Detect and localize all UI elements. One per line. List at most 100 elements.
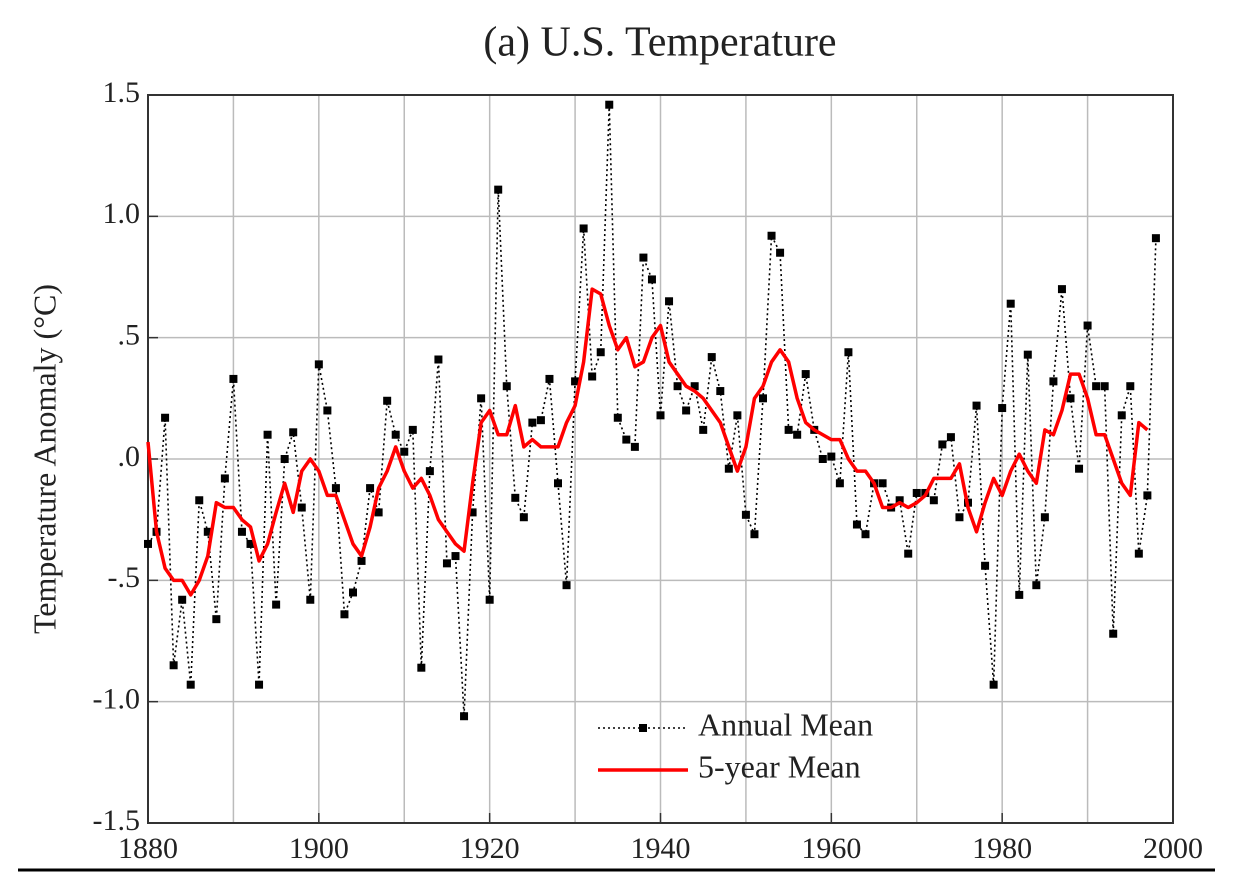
data-point <box>144 539 152 548</box>
data-point <box>366 484 375 493</box>
data-point <box>460 712 469 721</box>
legend-label: 5-year Mean <box>698 748 861 784</box>
data-point <box>203 527 212 536</box>
data-point <box>724 464 733 473</box>
data-point <box>1143 491 1152 500</box>
data-point <box>989 680 998 689</box>
x-tick-label: 1900 <box>289 832 349 865</box>
data-point <box>818 455 827 463</box>
data-point <box>212 615 221 624</box>
data-point <box>417 663 426 672</box>
data-point <box>716 387 725 396</box>
x-tick-label: 1880 <box>118 832 178 865</box>
data-point <box>759 394 767 403</box>
data-point <box>545 374 554 383</box>
data-point <box>793 430 802 439</box>
data-point <box>536 416 545 425</box>
data-point <box>784 425 793 434</box>
data-point <box>502 382 511 391</box>
data-point <box>1151 234 1160 243</box>
data-point <box>929 496 938 505</box>
data-point <box>519 513 528 522</box>
data-point <box>912 488 921 497</box>
data-point <box>690 382 699 391</box>
data-point <box>562 581 571 590</box>
data-point <box>323 406 332 415</box>
data-point <box>340 610 349 619</box>
y-tick-label: 1.0 <box>103 197 141 230</box>
data-point <box>639 253 648 262</box>
data-point <box>374 508 383 517</box>
y-tick-label: -1.0 <box>93 683 141 716</box>
data-point <box>1040 513 1049 522</box>
data-point <box>511 493 520 502</box>
data-point <box>289 428 298 437</box>
y-tick-label: -1.5 <box>93 804 141 837</box>
data-point <box>904 549 913 558</box>
data-point <box>1109 629 1118 638</box>
data-point <box>707 353 716 362</box>
data-point <box>477 394 486 403</box>
data-point <box>776 248 785 257</box>
data-point <box>1092 382 1101 391</box>
data-point <box>349 588 357 597</box>
data-point <box>588 372 597 381</box>
data-point <box>1100 382 1109 391</box>
data-point <box>1006 299 1015 308</box>
data-point <box>178 595 187 604</box>
x-tick-label: 2000 <box>1143 832 1203 865</box>
data-point <box>981 561 990 570</box>
data-point <box>647 275 656 284</box>
data-point <box>186 680 195 689</box>
data-point <box>1032 581 1041 590</box>
data-point <box>263 430 272 439</box>
data-point <box>852 520 861 529</box>
data-point <box>169 661 178 670</box>
data-point <box>1083 321 1092 330</box>
data-point <box>955 513 964 522</box>
data-point <box>425 467 434 476</box>
data-point <box>554 479 562 488</box>
data-point <box>665 297 674 306</box>
data-point <box>767 231 776 240</box>
x-tick-label: 1980 <box>972 832 1032 865</box>
data-point <box>400 447 409 456</box>
data-point <box>297 503 306 512</box>
data-point <box>613 413 622 422</box>
y-tick-label: .0 <box>118 440 141 473</box>
data-point <box>442 559 451 568</box>
data-point <box>391 430 400 439</box>
data-point <box>972 401 981 410</box>
data-point <box>1117 411 1126 420</box>
data-point <box>861 530 870 539</box>
data-point <box>579 224 588 233</box>
data-point <box>750 530 759 539</box>
data-point <box>383 396 392 405</box>
data-point <box>1134 549 1143 558</box>
y-axis-label: Temperature Anomaly (°C) <box>26 284 62 634</box>
data-point <box>246 539 255 548</box>
data-point <box>161 413 170 422</box>
y-tick-label: .5 <box>118 319 141 352</box>
data-point <box>835 479 844 488</box>
data-point <box>895 496 904 505</box>
data-point <box>528 418 537 427</box>
data-point <box>878 479 887 488</box>
data-point <box>946 433 955 442</box>
data-point <box>656 411 665 420</box>
data-point <box>733 411 742 420</box>
data-point <box>1075 464 1084 473</box>
data-point <box>331 484 340 493</box>
data-point <box>451 552 460 561</box>
data-point <box>195 496 204 505</box>
data-point <box>844 348 853 357</box>
x-tick-label: 1960 <box>801 832 861 865</box>
data-point <box>998 404 1007 413</box>
data-point <box>494 185 503 194</box>
y-tick-label: 1.5 <box>103 76 141 109</box>
data-point <box>314 360 323 369</box>
data-point <box>673 382 682 391</box>
data-point <box>272 600 281 609</box>
chart-title: (a) U.S. Temperature <box>483 20 836 66</box>
